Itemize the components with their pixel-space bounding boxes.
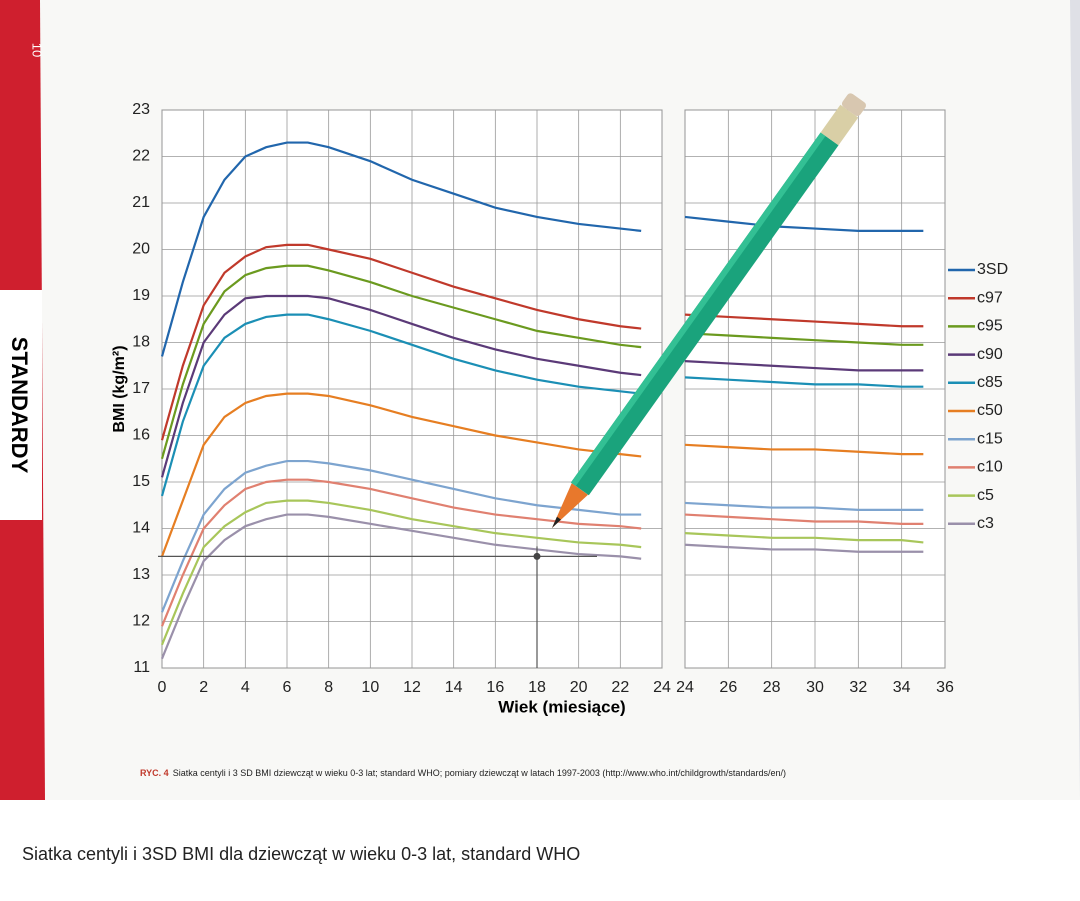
x-axis-label: Wiek (miesiące)	[498, 697, 625, 716]
y-tick-label: 15	[132, 473, 150, 490]
y-tick-label: 22	[132, 148, 150, 165]
pencil	[552, 93, 866, 528]
series-line	[684, 332, 924, 346]
x-tick-label: 0	[158, 679, 167, 696]
series-line	[160, 243, 642, 441]
x-tick-label: 12	[403, 679, 421, 696]
series-line	[684, 501, 924, 511]
x-tick-label: 30	[806, 679, 824, 696]
x-tick-label: 24	[676, 679, 694, 696]
y-tick-label: 19	[132, 287, 150, 304]
series-line	[684, 513, 924, 525]
series-line	[160, 392, 642, 557]
series-line	[160, 478, 642, 627]
legend-label: c85	[977, 374, 1003, 391]
figure-caption: RYC. 4 Siatka centyli i 3 SD BMI dziewczą…	[140, 768, 786, 778]
book-label-box	[0, 290, 42, 520]
marked-point	[533, 552, 541, 560]
series-line	[684, 443, 924, 456]
y-tick-label: 23	[132, 101, 150, 118]
photo-caption: Siatka centyli i 3SD BMI dla dziewcząt w…	[22, 844, 580, 864]
legend-label: 3SD	[977, 261, 1008, 278]
series-line	[684, 313, 924, 328]
legend-label: c5	[977, 487, 994, 504]
x-tick-label: 14	[445, 679, 463, 696]
y-tick-label: 17	[132, 380, 150, 397]
series-line	[684, 376, 924, 388]
legend-label: c3	[977, 515, 994, 532]
x-tick-label: 20	[570, 679, 588, 696]
x-tick-label: 4	[241, 679, 250, 696]
x-tick-label: 18	[528, 679, 546, 696]
x-tick-label: 8	[324, 679, 333, 696]
y-tick-label: 13	[132, 566, 150, 583]
series-line	[160, 513, 642, 660]
series-line	[684, 360, 924, 372]
book-label: STANDARDY	[7, 337, 32, 474]
y-axis-label: BMI (kg/m²)	[111, 345, 128, 432]
figure-caption-label: RYC. 4	[140, 768, 169, 778]
legend-label: c15	[977, 430, 1003, 447]
y-tick-label: 12	[132, 613, 150, 630]
series-line	[160, 459, 642, 613]
legend-label: c50	[977, 402, 1003, 419]
y-tick-label: 21	[132, 194, 150, 211]
x-tick-label: 24	[653, 679, 671, 696]
series-line	[160, 264, 642, 460]
series-line	[160, 294, 642, 478]
x-tick-label: 32	[849, 679, 867, 696]
figure-caption-text: Siatka centyli i 3 SD BMI dziewcząt w wi…	[173, 768, 786, 778]
y-tick-label: 18	[132, 334, 150, 351]
x-tick-label: 36	[936, 679, 954, 696]
series-line	[684, 215, 924, 232]
series-line	[684, 543, 924, 553]
x-tick-label: 6	[283, 679, 292, 696]
y-tick-label: 14	[132, 520, 150, 537]
legend-label: c90	[977, 346, 1003, 363]
x-tick-label: 34	[893, 679, 911, 696]
y-tick-label: 20	[132, 241, 150, 258]
series-line	[160, 141, 642, 357]
page-number: 10	[30, 43, 45, 57]
y-tick-label: 16	[132, 427, 150, 444]
series-line	[684, 532, 924, 544]
x-tick-label: 26	[719, 679, 737, 696]
legend-label: c95	[977, 318, 1003, 335]
x-tick-label: 10	[361, 679, 379, 696]
legend-label: c10	[977, 459, 1003, 476]
x-tick-label: 22	[611, 679, 629, 696]
x-tick-label: 28	[763, 679, 781, 696]
x-tick-label: 16	[486, 679, 504, 696]
y-tick-label: 11	[133, 659, 150, 676]
x-tick-label: 2	[199, 679, 208, 696]
series-line	[160, 313, 642, 497]
series-line	[160, 499, 642, 646]
legend-label: c97	[977, 289, 1003, 306]
